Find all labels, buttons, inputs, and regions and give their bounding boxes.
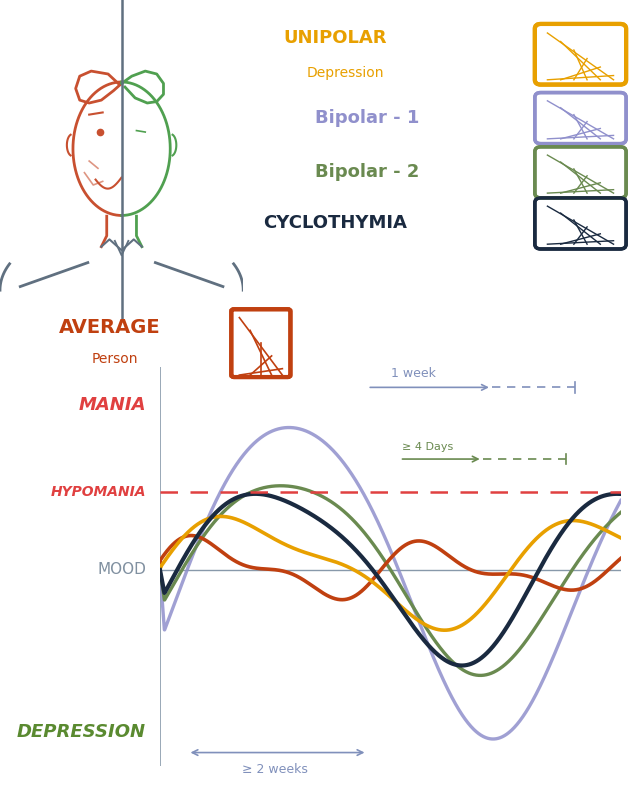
Text: Bipolar - 1: Bipolar - 1 [315, 109, 419, 127]
FancyBboxPatch shape [535, 147, 626, 198]
Text: 1 week: 1 week [391, 366, 436, 380]
Text: ≥ 4 Days: ≥ 4 Days [402, 441, 453, 452]
FancyBboxPatch shape [535, 24, 626, 85]
Text: AVERAGE: AVERAGE [60, 318, 161, 337]
FancyBboxPatch shape [535, 93, 626, 144]
FancyBboxPatch shape [231, 310, 291, 377]
Text: MOOD: MOOD [97, 563, 146, 578]
Text: Person: Person [92, 352, 138, 366]
Text: ≥ 2 weeks: ≥ 2 weeks [243, 764, 308, 776]
Text: Bipolar - 2: Bipolar - 2 [315, 164, 419, 181]
Text: UNIPOLAR: UNIPOLAR [283, 30, 387, 47]
FancyBboxPatch shape [535, 198, 626, 249]
Text: MANIA: MANIA [79, 396, 146, 414]
Text: Depression: Depression [307, 66, 384, 81]
Text: CYCLOTHYMIA: CYCLOTHYMIA [263, 215, 407, 232]
Text: DEPRESSION: DEPRESSION [17, 723, 146, 741]
Text: HYPOMANIA: HYPOMANIA [51, 484, 146, 499]
